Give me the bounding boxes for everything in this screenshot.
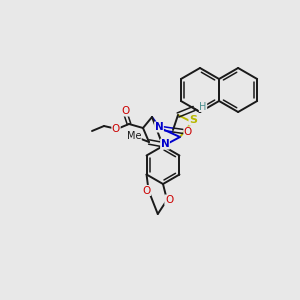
Text: N: N: [160, 139, 169, 149]
Text: O: O: [112, 124, 120, 134]
Text: O: O: [121, 106, 129, 116]
Text: S: S: [189, 115, 197, 125]
Text: O: O: [184, 127, 192, 137]
Text: N: N: [154, 122, 164, 132]
Text: O: O: [142, 185, 151, 196]
Text: Me: Me: [127, 131, 141, 141]
Text: O: O: [165, 195, 173, 205]
Text: H: H: [199, 101, 207, 112]
